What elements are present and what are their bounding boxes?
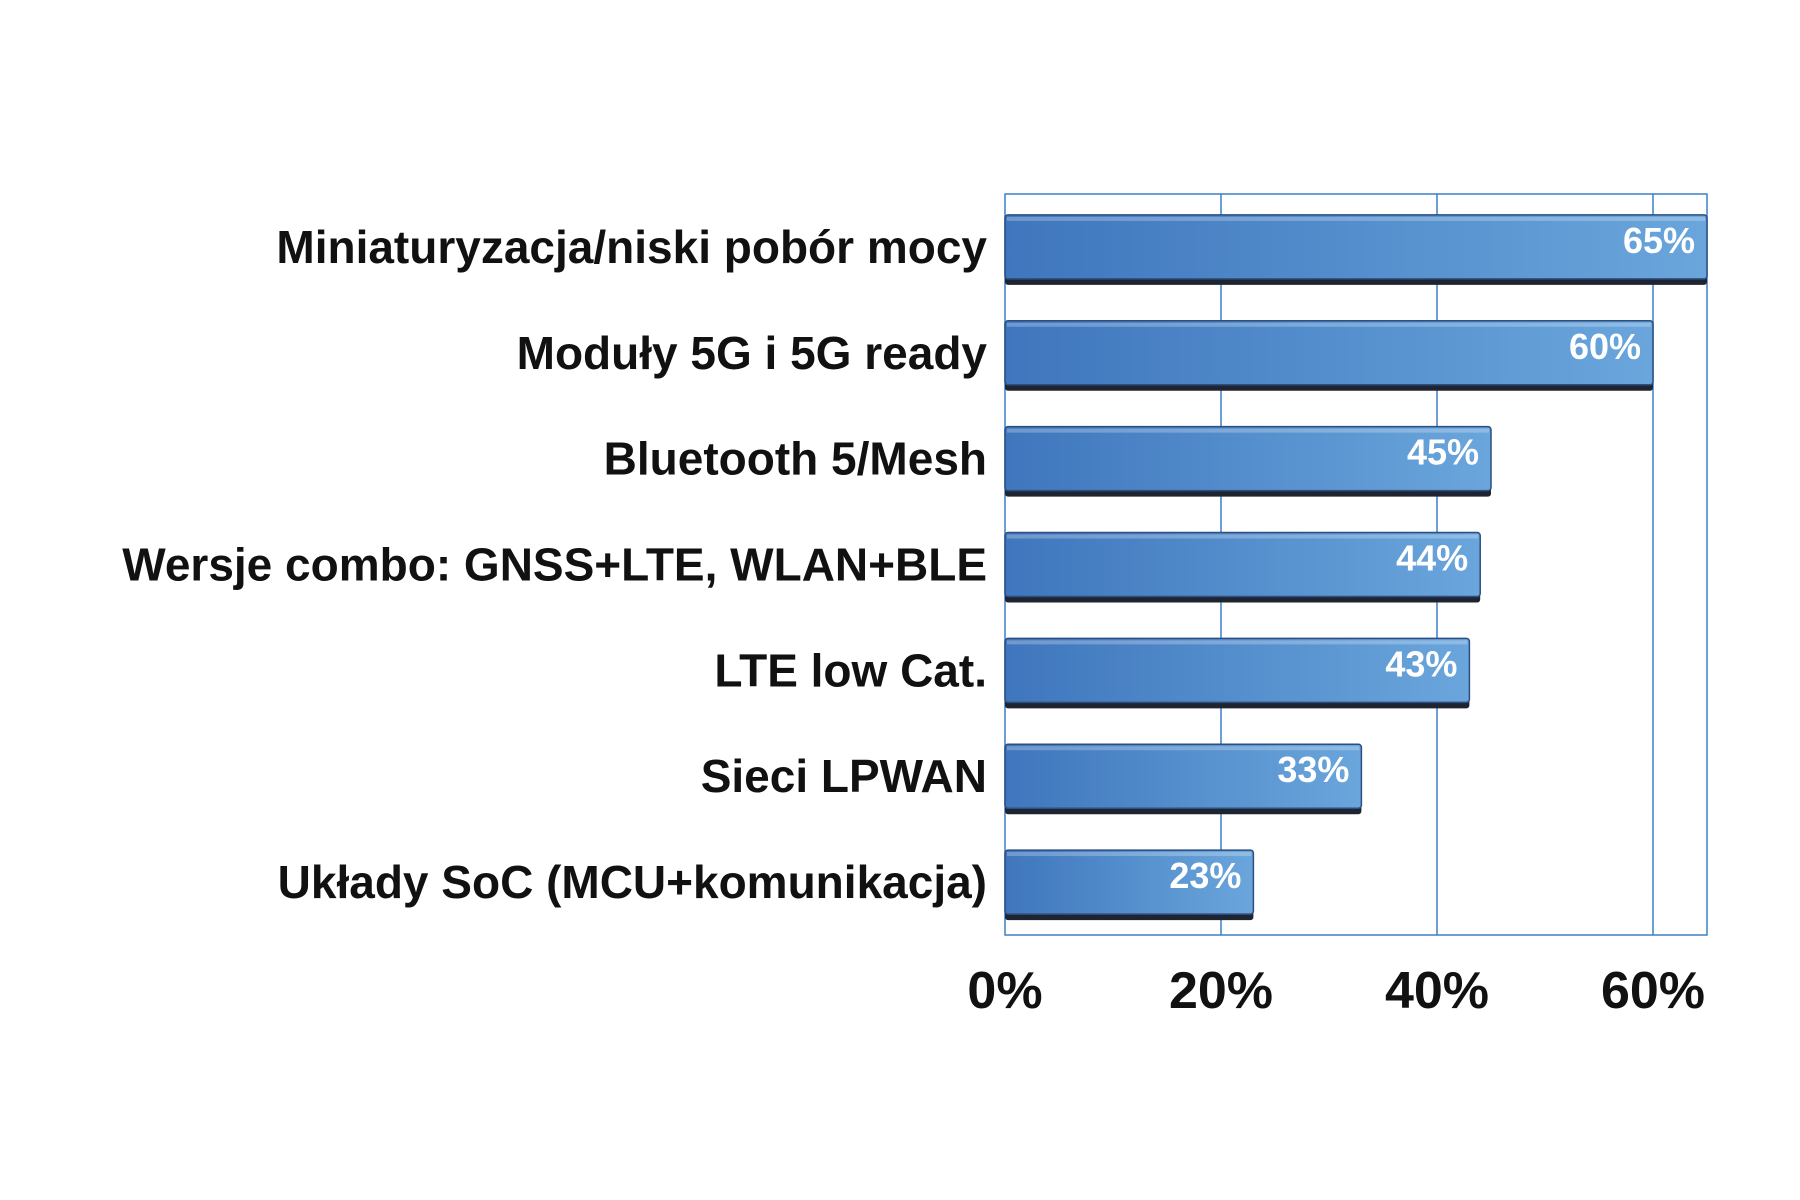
- bar: [1004, 425, 1492, 492]
- x-axis-ticks: 0% 20% 40% 60%: [967, 962, 1705, 1020]
- bars: 65% 60% 45% 44% 43% 33% 23%: [1004, 214, 1708, 921]
- x-tick-label: 40%: [1385, 962, 1489, 1020]
- bar-highlight: [1007, 322, 1651, 327]
- bar-highlight: [1007, 216, 1705, 221]
- bar-highlight: [1007, 640, 1468, 645]
- category-label: Sieci LPWAN: [701, 750, 987, 802]
- category-label: Moduły 5G i 5G ready: [517, 327, 988, 379]
- data-label: 23%: [1169, 855, 1241, 896]
- bar: [1004, 531, 1481, 598]
- bar: [1004, 743, 1363, 809]
- data-label: 45%: [1407, 432, 1479, 473]
- data-label: 44%: [1396, 538, 1468, 579]
- bar-highlight: [1007, 852, 1252, 857]
- category-label: Miniaturyzacja/niski pobór mocy: [276, 221, 987, 273]
- x-tick-label: 20%: [1169, 962, 1273, 1020]
- bar: [1004, 214, 1708, 280]
- category-label: Wersje combo: GNSS+LTE, WLAN+BLE: [122, 539, 987, 591]
- data-label: 33%: [1277, 749, 1349, 790]
- x-tick-label: 60%: [1601, 962, 1705, 1020]
- category-label: Układy SoC (MCU+komunikacja): [278, 856, 987, 908]
- category-label: Bluetooth 5/Mesh: [604, 433, 987, 485]
- data-label: 65%: [1623, 220, 1695, 261]
- x-tick-label: 0%: [967, 962, 1042, 1020]
- bar: [1004, 849, 1255, 915]
- bar-highlight: [1007, 746, 1360, 751]
- bar-highlight: [1007, 428, 1489, 433]
- bar: [1004, 320, 1654, 386]
- data-label: 60%: [1569, 326, 1641, 367]
- data-label: 43%: [1385, 643, 1457, 684]
- bar-highlight: [1007, 534, 1479, 539]
- category-label: LTE low Cat.: [714, 644, 987, 696]
- category-labels: Miniaturyzacja/niski pobór mocy Moduły 5G…: [122, 221, 987, 908]
- bar: [1004, 637, 1471, 704]
